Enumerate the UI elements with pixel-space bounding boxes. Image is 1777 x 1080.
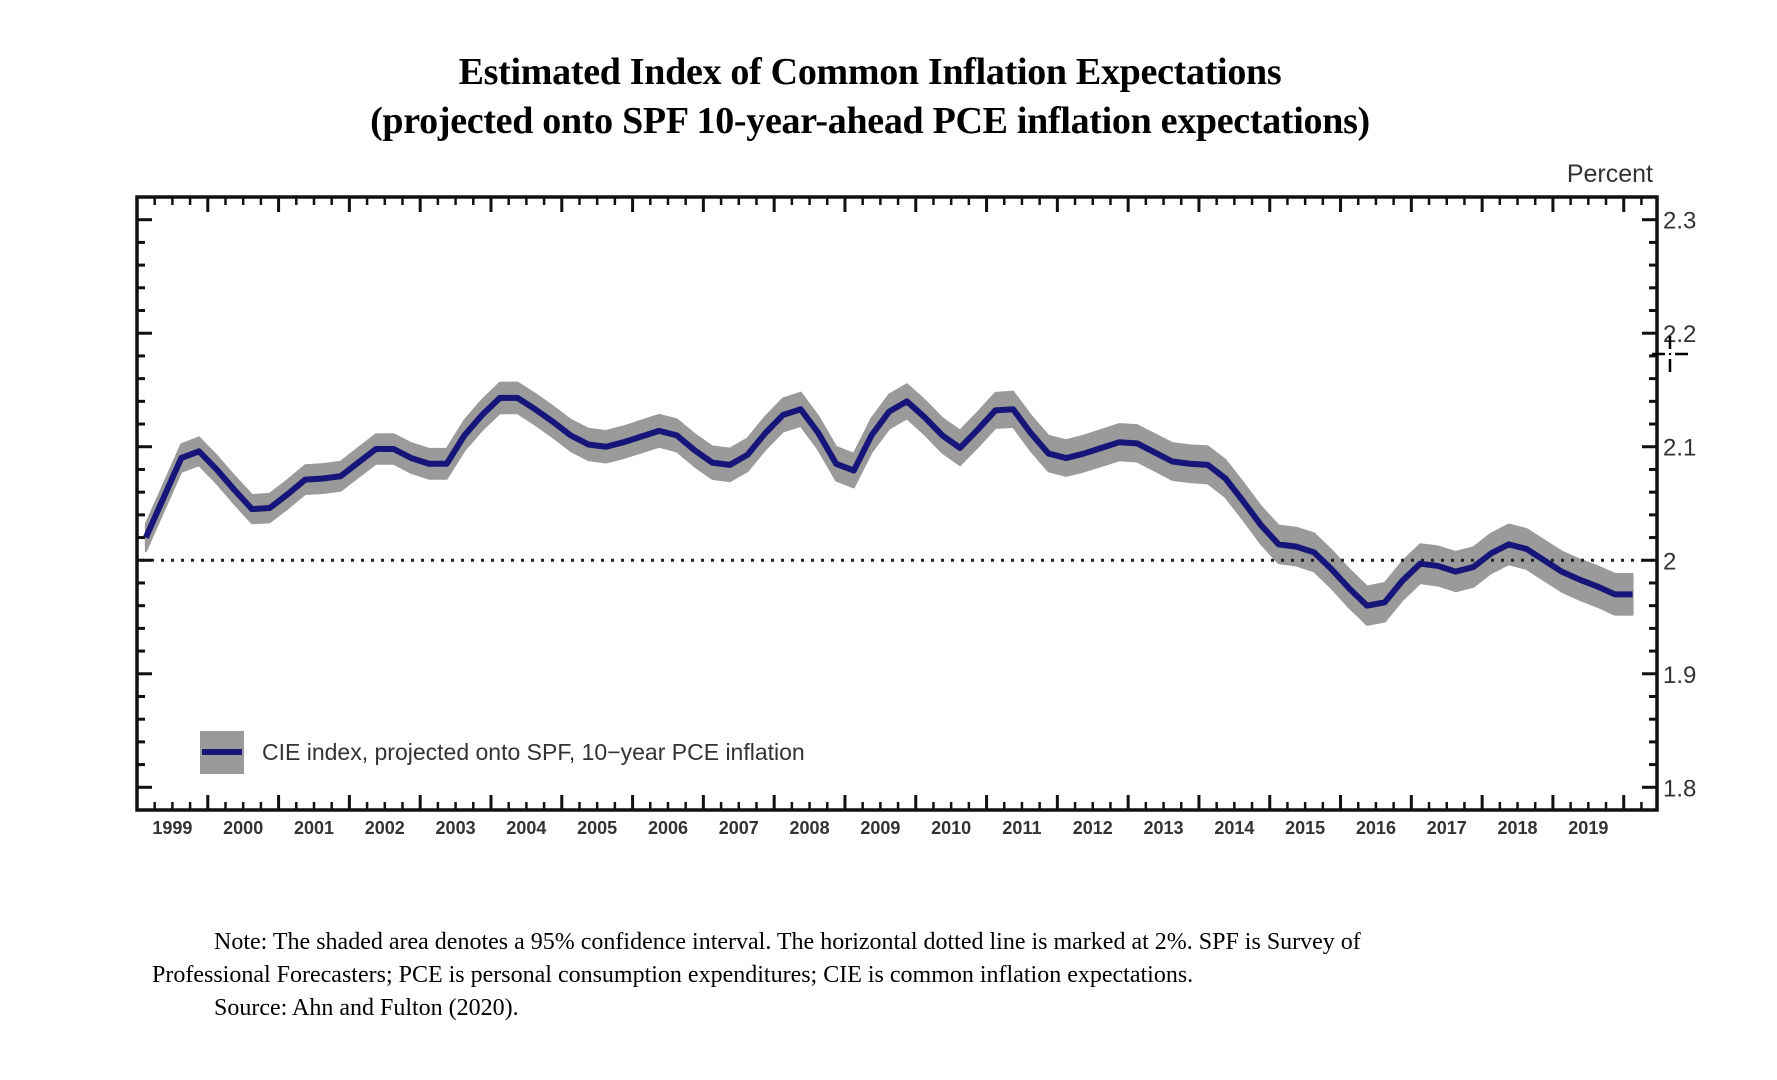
y-tick-label: 2.2 <box>1663 321 1696 348</box>
x-tick-label: 2005 <box>577 818 617 838</box>
note-line-2: Professional Forecasters; PCE is persona… <box>152 962 1194 988</box>
x-tick-label: 2002 <box>365 818 405 838</box>
plot-frame <box>135 195 1659 812</box>
x-tick-label: 2016 <box>1356 818 1396 838</box>
y-tick-label: 1.8 <box>1663 775 1696 802</box>
x-tick-label: 2019 <box>1568 818 1608 838</box>
source-note: Source: Ahn and Fulton (2020). <box>214 995 519 1021</box>
legend-label: CIE index, projected onto SPF, 10−year P… <box>262 739 805 765</box>
series-layer <box>143 394 1633 609</box>
chart-subtitle: (projected onto SPF 10-year-ahead PCE in… <box>370 100 1370 142</box>
x-tick-label: 2000 <box>223 818 263 838</box>
x-tick-label: 2013 <box>1144 818 1184 838</box>
x-tick-label: 2012 <box>1073 818 1113 838</box>
x-tick-label: 2004 <box>506 818 546 838</box>
chart-title: Estimated Index of Common Inflation Expe… <box>458 51 1282 93</box>
x-tick-label: 2017 <box>1427 818 1467 838</box>
y-axis-label: Percent <box>1567 160 1653 188</box>
y-tick-label: 2.1 <box>1663 435 1696 462</box>
x-tick-label: 2009 <box>860 818 900 838</box>
x-tick-label: 2006 <box>648 818 688 838</box>
y-tick-label: 2 <box>1663 548 1676 575</box>
x-tick-label: 1999 <box>152 818 192 838</box>
chart: Percent 1999 2000 2001 2002 2003 2004 2005 2006… <box>135 160 1696 838</box>
x-tick-label: 2018 <box>1498 818 1538 838</box>
x-tick-label: 2015 <box>1285 818 1325 838</box>
x-tick-label: 2007 <box>719 818 759 838</box>
ticks-layer <box>137 197 1657 812</box>
confidence-band-layer <box>144 381 1634 626</box>
x-tick-label: 2010 <box>931 818 971 838</box>
y-tick-label: 1.9 <box>1663 662 1696 689</box>
y-tick-label: 2.3 <box>1663 208 1696 235</box>
x-tick-label: 2011 <box>1002 818 1041 838</box>
x-tick-label: 2003 <box>436 818 476 838</box>
x-tick-label: 2001 <box>294 818 334 838</box>
x-tick-label: 2014 <box>1214 818 1254 838</box>
x-tick-label: 2008 <box>790 818 830 838</box>
tick-labels-layer: 1999 2000 2001 2002 2003 2004 2005 2006 2007 2008… <box>152 208 1696 838</box>
confidence-band <box>144 381 1634 626</box>
legend: CIE index, projected onto SPF, 10−year P… <box>200 731 805 774</box>
note-line-1: Note: The shaded area denotes a 95% conf… <box>214 929 1361 955</box>
